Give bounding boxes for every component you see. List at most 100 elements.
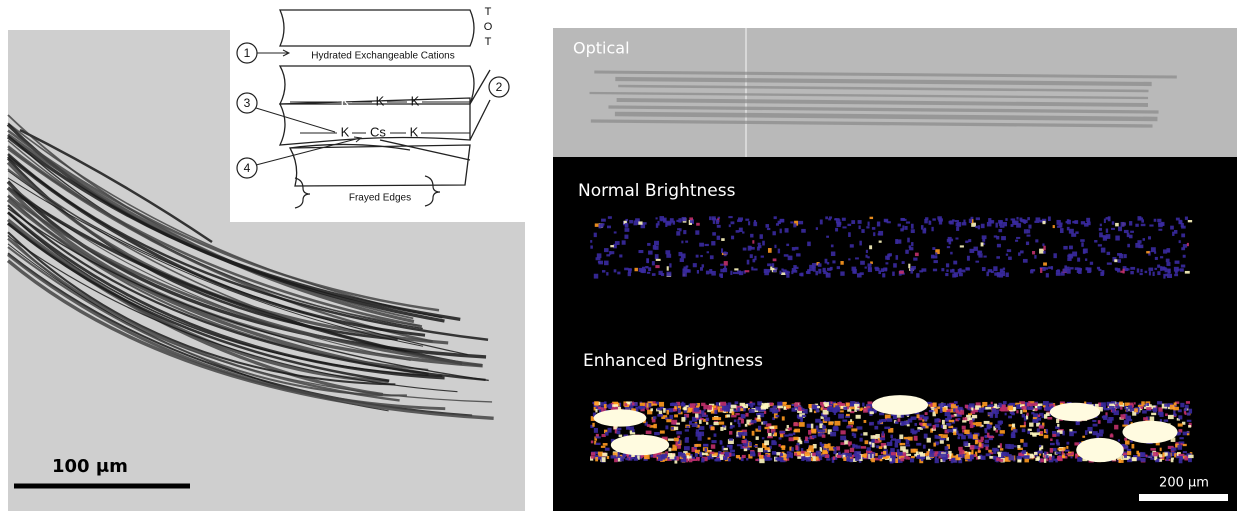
intensity-pixel <box>619 435 623 437</box>
intensity-pixel <box>1077 457 1082 462</box>
intensity-pixel <box>935 252 937 254</box>
section-label: Normal Brightness <box>578 181 736 201</box>
intensity-pixel <box>933 425 936 429</box>
intensity-pixel <box>805 452 810 456</box>
intensity-pixel <box>1003 268 1005 270</box>
intensity-pixel <box>899 443 905 445</box>
intensity-pixel <box>751 267 753 271</box>
intensity-pixel <box>911 449 916 453</box>
intensity-pixel <box>777 403 782 405</box>
intensity-pixel <box>1077 269 1081 271</box>
intensity-pixel <box>668 438 674 440</box>
intensity-pixel <box>1098 420 1101 424</box>
intensity-pixel <box>699 452 702 457</box>
intensity-pixel <box>958 269 962 274</box>
intensity-pixel <box>770 408 774 412</box>
intensity-pixel <box>1099 429 1104 433</box>
intensity-pixel <box>911 229 915 233</box>
intensity-pixel <box>1158 223 1163 228</box>
intensity-pixel <box>1173 407 1179 411</box>
intensity-pixel <box>1132 457 1137 461</box>
intensity-pixel <box>646 258 649 263</box>
intensity-pixel <box>1008 416 1012 419</box>
intensity-pixel <box>927 438 931 443</box>
intensity-pixel <box>812 453 816 457</box>
intensity-pixel <box>848 232 851 237</box>
intensity-pixel <box>840 430 845 434</box>
intensity-pixel <box>1070 456 1072 458</box>
intensity-pixel <box>650 408 653 411</box>
intensity-pixel <box>638 221 642 224</box>
intensity-pixel <box>981 224 985 228</box>
intensity-pixel <box>1106 234 1111 239</box>
saturated-region <box>872 395 928 415</box>
intensity-pixel <box>830 267 833 270</box>
intensity-pixel <box>1179 456 1183 458</box>
intensity-pixel <box>595 457 598 462</box>
intensity-pixel <box>669 415 673 419</box>
intensity-pixel <box>666 410 668 415</box>
intensity-pixel <box>1179 459 1183 463</box>
intensity-pixel <box>604 261 609 266</box>
intensity-pixel <box>940 408 943 413</box>
intensity-pixel <box>833 403 837 405</box>
intensity-pixel <box>899 271 904 274</box>
intensity-pixel <box>846 414 850 416</box>
intensity-pixel <box>749 409 755 413</box>
intensity-pixel <box>1118 259 1121 263</box>
intensity-pixel <box>887 254 890 257</box>
intensity-pixel <box>1159 412 1163 417</box>
intensity-pixel <box>709 454 711 458</box>
intensity-pixel <box>842 226 846 228</box>
intensity-pixel <box>879 446 883 449</box>
intensity-pixel <box>879 241 882 243</box>
intensity-pixel <box>996 458 999 462</box>
intensity-pixel <box>998 403 1001 408</box>
intensity-pixel <box>780 229 782 234</box>
intensity-pixel <box>684 406 687 410</box>
intensity-pixel <box>667 266 669 270</box>
intensity-pixel <box>693 263 697 267</box>
intensity-pixel <box>1128 405 1132 409</box>
intensity-pixel <box>859 225 861 229</box>
intensity-pixel <box>711 241 715 245</box>
intensity-pixel <box>1027 413 1029 416</box>
intensity-pixel <box>611 455 617 458</box>
callout-number: 4 <box>244 161 251 175</box>
intensity-pixel <box>815 271 818 275</box>
intensity-pixel <box>1042 221 1045 224</box>
intensity-pixel <box>818 269 821 274</box>
intensity-pixel <box>863 432 867 435</box>
intensity-pixel <box>1011 413 1015 416</box>
intensity-pixel <box>671 453 676 456</box>
intensity-pixel <box>1153 272 1155 276</box>
intensity-pixel <box>605 432 608 436</box>
intensity-pixel <box>732 411 735 415</box>
intensity-pixel <box>1000 271 1005 274</box>
intensity-pixel <box>1044 267 1048 269</box>
intensity-pixel <box>728 216 732 218</box>
intensity-pixel <box>1023 409 1027 412</box>
intensity-pixel <box>721 248 723 253</box>
intensity-pixel <box>748 221 750 225</box>
intensity-pixel <box>1187 420 1192 422</box>
intensity-pixel <box>755 459 758 461</box>
intensity-pixel <box>786 244 789 246</box>
intensity-pixel <box>851 428 857 431</box>
intensity-pixel <box>807 449 811 451</box>
intensity-pixel <box>1183 244 1187 248</box>
intensity-pixel <box>1164 404 1169 407</box>
intensity-pixel <box>847 457 851 462</box>
intensity-pixel <box>1121 222 1125 227</box>
intensity-pixel <box>950 252 952 255</box>
intensity-pixel <box>1187 243 1189 246</box>
intensity-pixel <box>1114 425 1118 430</box>
left-panel: 100 μm T O T <box>8 0 525 511</box>
intensity-pixel <box>910 268 915 270</box>
intensity-pixel <box>1072 252 1077 257</box>
intensity-pixel <box>863 408 868 413</box>
intensity-pixel <box>695 453 698 457</box>
intensity-pixel <box>595 455 598 457</box>
intensity-pixel <box>1141 452 1146 457</box>
intensity-pixel <box>951 415 954 418</box>
